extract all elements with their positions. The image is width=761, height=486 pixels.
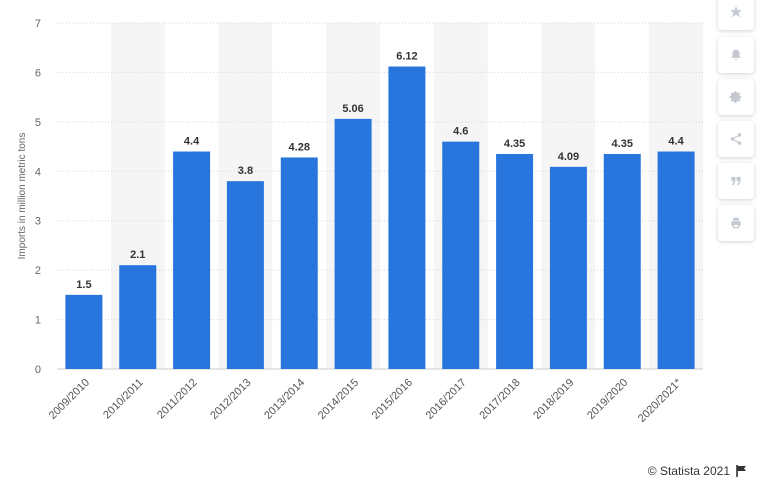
bar: [119, 265, 157, 369]
x-tick-label: 2012/2013: [208, 377, 253, 422]
statista-credit-link[interactable]: © Statista 2021: [647, 464, 730, 478]
quote-icon: [731, 176, 741, 186]
y-tick-label: 3: [35, 216, 41, 228]
value-label: 4.35: [504, 138, 525, 150]
x-tick-label: 2020/2021*: [636, 376, 685, 425]
value-label: 3.8: [238, 165, 253, 177]
settings-button[interactable]: [718, 79, 754, 115]
star-icon: [730, 6, 742, 18]
value-label: 4.4: [184, 136, 200, 148]
y-tick-label: 6: [35, 67, 41, 79]
value-label: 4.35: [612, 138, 633, 150]
print-icon: [731, 217, 741, 229]
bar: [280, 157, 318, 369]
value-label: 4.09: [558, 151, 579, 163]
bar-chart: 0 1 2 3 4 5 6 7 1.5 2009/2010 2.1 2010/2011 4.4 2011/…: [17, 18, 703, 425]
share-button[interactable]: [718, 121, 754, 157]
value-label: 6.12: [396, 50, 417, 62]
y-tick-label: 2: [35, 265, 41, 277]
chart-area: 0 1 2 3 4 5 6 7 1.5 2009/2010 2.1 2010/2011 4.4 2011/…: [17, 18, 703, 425]
y-tick-label: 4: [35, 166, 41, 178]
bar: [334, 118, 372, 370]
y-tick-label: 1: [35, 315, 41, 327]
bar: [388, 66, 426, 370]
bar: [173, 151, 211, 369]
x-tick-label: 2019/2020: [585, 377, 630, 422]
cite-button[interactable]: [718, 163, 754, 199]
bar: [549, 166, 587, 369]
flag-icon[interactable]: [736, 465, 747, 477]
bar: [496, 153, 534, 369]
value-label: 4.28: [289, 141, 310, 153]
value-label: 4.4: [668, 136, 684, 148]
value-label: 4.6: [453, 126, 468, 138]
gear-icon: [729, 91, 742, 103]
bar: [65, 294, 103, 369]
bell-icon: [731, 49, 741, 61]
y-tick-label: 7: [35, 18, 41, 30]
x-tick-label: 2011/2012: [155, 377, 200, 422]
notification-button[interactable]: [718, 37, 754, 73]
value-label: 1.5: [76, 279, 91, 291]
share-icon: [730, 133, 742, 145]
x-tick-label: 2017/2018: [477, 377, 522, 422]
x-tick-label: 2015/2016: [370, 377, 415, 422]
y-tick-label: 5: [35, 117, 41, 129]
value-label: 2.1: [130, 249, 145, 261]
x-tick-label: 2010/2011: [101, 377, 146, 422]
bar: [226, 181, 264, 369]
y-axis-title: Imports in million metric tons: [17, 133, 28, 260]
x-tick-label: 2013/2014: [262, 377, 307, 422]
value-label: 5.06: [342, 103, 363, 115]
x-tick-label: 2018/2019: [531, 377, 576, 422]
favorite-button[interactable]: [718, 0, 754, 30]
print-button[interactable]: [718, 205, 754, 241]
statista-credit: © Statista 2021: [648, 464, 747, 478]
bar: [603, 153, 641, 369]
y-tick-label: 0: [35, 364, 41, 376]
x-tick-label: 2014/2015: [316, 377, 361, 422]
bar: [657, 151, 695, 369]
x-tick-label: 2016/2017: [424, 377, 469, 422]
x-tick-label: 2009/2010: [47, 377, 92, 422]
bar: [442, 141, 480, 369]
